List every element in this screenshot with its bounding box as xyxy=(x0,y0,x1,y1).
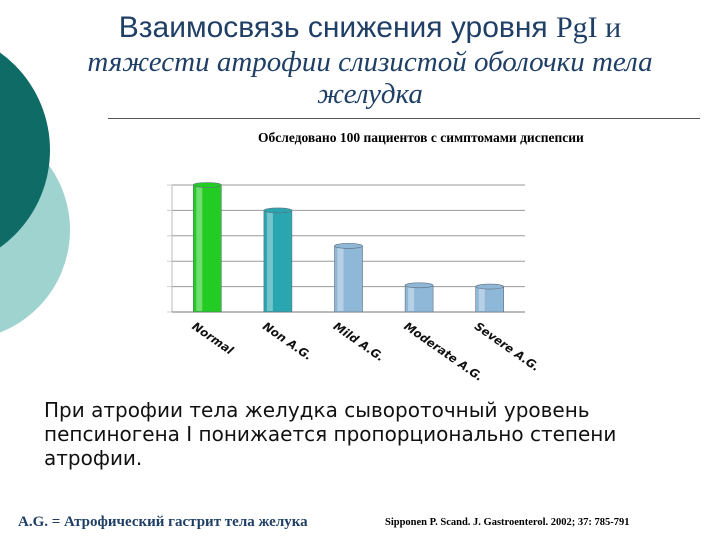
title-divider xyxy=(108,118,700,119)
bar-highlight xyxy=(196,187,203,311)
bar-highlight xyxy=(408,287,415,311)
category-label: Non A.G. xyxy=(260,319,315,363)
category-label: Normal xyxy=(190,319,237,358)
bar-highlight xyxy=(266,212,273,311)
abbreviation-note: A.G. = Атрофический гастрит тела желука xyxy=(18,514,308,530)
bar xyxy=(404,285,434,313)
slide-title: Взаимосвязь снижения уровня PgI и тяжест… xyxy=(40,10,700,110)
bar xyxy=(263,210,293,313)
bar-chart: Normal Non A.G. Mild A.G. Moderate A.G.Seve… xyxy=(167,182,542,384)
bar-top xyxy=(334,243,363,249)
category-label: Severe A.G. xyxy=(472,319,542,374)
title-line1-text: Взаимосвязь снижения уровня xyxy=(118,11,556,44)
bar-highlight xyxy=(337,247,344,311)
title-line1-pgi: PgI и xyxy=(555,11,622,44)
summary-text: При атрофии тела желудка сывороточный ур… xyxy=(44,398,617,470)
title-line2: тяжести атрофии слизистой оболочки тела xyxy=(87,46,653,78)
category-label: Mild A.G. xyxy=(331,319,387,364)
decorative-circles xyxy=(0,52,70,333)
bar-top xyxy=(192,182,222,188)
bar-top xyxy=(475,283,505,290)
bar-top xyxy=(404,282,434,289)
bar xyxy=(475,286,505,313)
citation: Sipponen P. Scand. J. Gastroenterol. 200… xyxy=(385,517,630,528)
title-line3: желудка xyxy=(317,78,423,110)
bar-highlight xyxy=(478,288,485,311)
chart-subtitle: Обследовано 100 пациентов с симптомами д… xyxy=(258,130,584,145)
bar xyxy=(334,245,363,313)
bar xyxy=(192,184,222,313)
bar-top xyxy=(263,207,293,214)
